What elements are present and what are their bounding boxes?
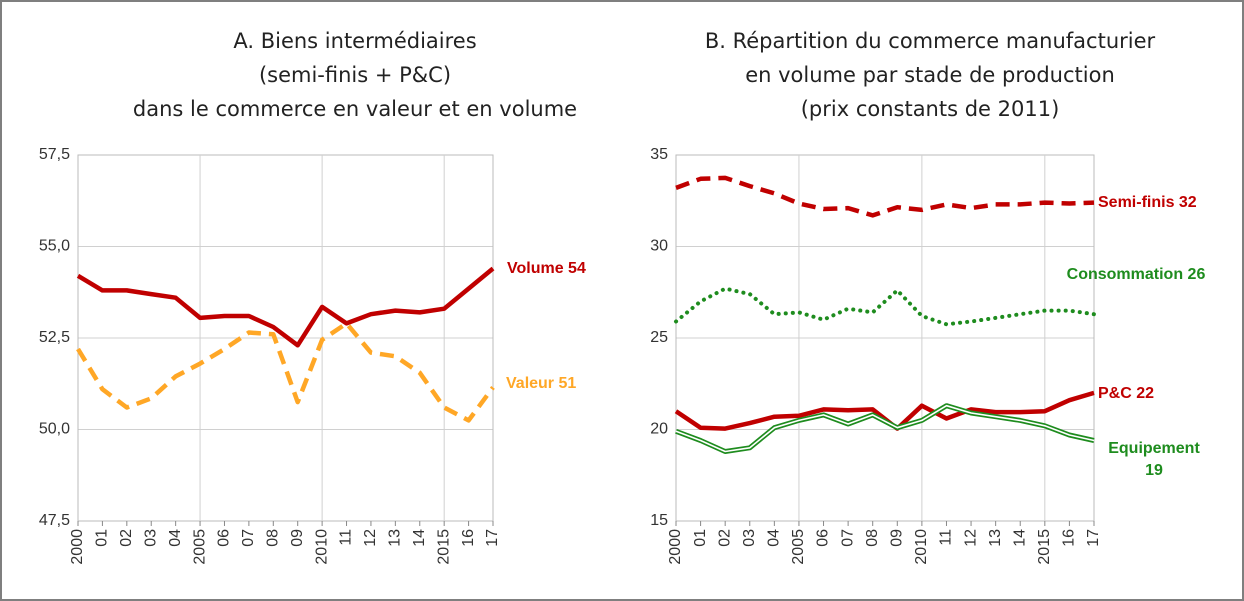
series-line-inner	[675, 404, 1095, 453]
x-tick-label: 17	[484, 529, 501, 547]
y-tick-label: 15	[650, 512, 668, 529]
x-tick-label: 04	[766, 529, 783, 547]
x-tick-label: 02	[118, 529, 135, 547]
x-tick-label: 2005	[191, 529, 208, 565]
x-tick-label: 2000	[69, 529, 86, 565]
x-tick-label: 13	[387, 529, 404, 547]
x-tick-label: 06	[216, 529, 233, 547]
chart-title: (semi-finis + P&C)	[259, 63, 451, 87]
x-tick-label: 08	[265, 529, 282, 547]
series-line	[76, 266, 495, 348]
series-label: P&C 22	[1098, 385, 1155, 402]
x-tick-label: 12	[362, 529, 379, 547]
chart-title: dans le commerce en valeur et en volume	[133, 97, 577, 121]
series-label: Consommation 26	[1066, 266, 1206, 283]
series-label: Equipement 19	[1108, 440, 1200, 479]
x-tick-label: 07	[240, 529, 257, 547]
series-line	[675, 175, 1095, 218]
plot-frame	[77, 154, 494, 522]
x-tick-label: 14	[411, 529, 428, 547]
x-tick-label: 16	[460, 529, 477, 547]
chart-title: (prix constants de 2011)	[801, 97, 1060, 121]
x-tick-label: 2015	[435, 529, 452, 565]
chart-title: en volume par stade de production	[745, 63, 1115, 87]
x-tick-label: 12	[962, 529, 979, 547]
y-tick-label: 20	[650, 421, 668, 438]
series-label: Semi-finis 32	[1098, 194, 1197, 211]
series-line	[76, 321, 495, 423]
chart-title: A. Biens intermédiaires	[233, 29, 476, 53]
x-tick-label: 2000	[667, 529, 684, 565]
x-tick-label: 13	[987, 529, 1004, 547]
x-tick-label: 09	[889, 529, 906, 547]
x-tick-label: 2010	[913, 529, 930, 565]
y-tick-label: 25	[650, 329, 668, 346]
x-tick-label: 2010	[313, 529, 330, 565]
y-tick-label: 52,5	[39, 329, 70, 346]
chart-title: B. Répartition du commerce manufacturier	[705, 29, 1156, 53]
y-tick-label: 57,5	[39, 146, 70, 163]
x-tick-label: 01	[94, 529, 111, 547]
x-tick-label: 03	[142, 529, 159, 547]
x-tick-label: 04	[167, 529, 184, 547]
series-label: Valeur 51	[506, 375, 577, 392]
x-tick-label: 17	[1085, 529, 1102, 547]
x-tick-label: 2015	[1036, 529, 1053, 565]
x-tick-label: 14	[1011, 529, 1028, 547]
x-tick-label: 11	[338, 529, 355, 546]
x-tick-label: 11	[938, 529, 955, 546]
x-tick-label: 07	[839, 529, 856, 547]
y-tick-label: 30	[650, 238, 668, 255]
y-tick-label: 55,0	[39, 238, 70, 255]
plot-frame	[675, 154, 1095, 522]
y-tick-label: 47,5	[39, 512, 70, 529]
y-tick-label: 35	[650, 146, 668, 163]
x-tick-label: 03	[741, 529, 758, 547]
x-tick-label: 02	[716, 529, 733, 547]
x-tick-label: 01	[692, 529, 709, 547]
series-line	[674, 286, 1096, 327]
y-tick-label: 50,0	[39, 421, 70, 438]
series-label: Volume 54	[507, 260, 586, 277]
x-tick-label: 2005	[790, 529, 807, 565]
x-tick-label: 16	[1061, 529, 1078, 547]
x-tick-label: 08	[864, 529, 881, 547]
x-tick-label: 06	[815, 529, 832, 547]
x-tick-label: 09	[289, 529, 306, 547]
